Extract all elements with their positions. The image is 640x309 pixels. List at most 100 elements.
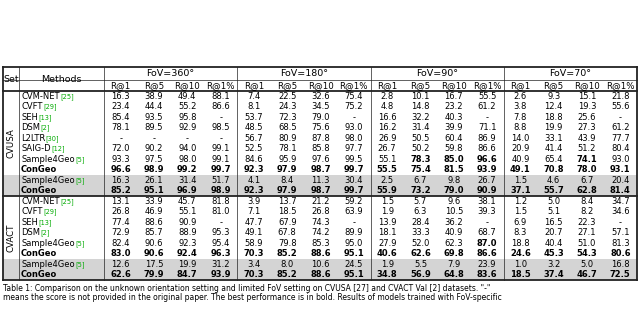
Text: 33.3: 33.3: [411, 228, 430, 237]
Text: 31.4: 31.4: [412, 123, 429, 132]
Text: 92.3: 92.3: [178, 239, 196, 248]
Text: 55.9: 55.9: [377, 186, 397, 195]
Text: 41.4: 41.4: [545, 144, 563, 153]
Text: [5]: [5]: [75, 156, 84, 163]
Text: R@1: R@1: [111, 81, 131, 90]
Text: Methods: Methods: [41, 74, 82, 83]
Text: 5.5: 5.5: [414, 260, 427, 269]
Text: 88.9: 88.9: [178, 228, 196, 237]
Text: 19.9: 19.9: [545, 123, 563, 132]
Text: 67.9: 67.9: [278, 218, 296, 227]
Text: 55.2: 55.2: [178, 102, 196, 111]
Text: 16.3: 16.3: [111, 176, 130, 185]
Text: 63.9: 63.9: [344, 207, 363, 216]
Text: 55.7: 55.7: [543, 186, 564, 195]
Text: -: -: [152, 134, 156, 143]
Text: 1.5: 1.5: [514, 207, 527, 216]
Text: 85.8: 85.8: [311, 144, 330, 153]
Text: 99.7: 99.7: [211, 165, 231, 174]
Text: 87.8: 87.8: [311, 134, 330, 143]
Text: 59.8: 59.8: [445, 144, 463, 153]
Text: 8.0: 8.0: [280, 260, 294, 269]
Text: 98.9: 98.9: [144, 165, 164, 174]
Text: [25]: [25]: [60, 93, 74, 99]
Text: 86.6: 86.6: [477, 249, 497, 258]
Text: 21.2: 21.2: [311, 197, 330, 206]
Text: 70.8: 70.8: [543, 165, 564, 174]
Text: 5.0: 5.0: [580, 260, 593, 269]
Text: 59.2: 59.2: [345, 197, 363, 206]
Text: 10.1: 10.1: [412, 92, 429, 101]
Text: 50.2: 50.2: [412, 144, 429, 153]
Text: 70.3: 70.3: [244, 270, 264, 279]
Text: [30]: [30]: [45, 135, 60, 142]
Text: 56.7: 56.7: [244, 134, 263, 143]
Text: 27.9: 27.9: [378, 239, 396, 248]
Text: R@1%: R@1%: [340, 81, 368, 90]
Text: 47.7: 47.7: [244, 218, 263, 227]
Text: 74.1: 74.1: [577, 155, 597, 164]
Text: 18.1: 18.1: [378, 228, 396, 237]
Text: 19.3: 19.3: [578, 102, 596, 111]
Text: 97.6: 97.6: [311, 155, 330, 164]
Text: R@1%: R@1%: [473, 81, 501, 90]
Text: 89.9: 89.9: [344, 228, 363, 237]
Text: 25.6: 25.6: [578, 113, 596, 122]
Text: 49.1: 49.1: [510, 165, 531, 174]
Text: R@1: R@1: [510, 81, 531, 90]
Text: 78.0: 78.0: [577, 165, 597, 174]
Text: 43.9: 43.9: [578, 134, 596, 143]
Text: 13.9: 13.9: [378, 218, 396, 227]
Text: 3.4: 3.4: [247, 260, 260, 269]
Text: 50.5: 50.5: [412, 134, 429, 143]
Text: 13.1: 13.1: [111, 197, 130, 206]
Text: 46.9: 46.9: [145, 207, 163, 216]
Text: R@10: R@10: [574, 81, 600, 90]
Text: -: -: [486, 113, 488, 122]
Text: 26.8: 26.8: [111, 207, 130, 216]
Text: 7.4: 7.4: [247, 92, 260, 101]
Text: Sample4Geo: Sample4Geo: [21, 176, 75, 185]
Text: 77.4: 77.4: [111, 218, 130, 227]
Text: 34.6: 34.6: [611, 207, 630, 216]
Text: 55.1: 55.1: [378, 155, 396, 164]
Text: 94.0: 94.0: [178, 144, 196, 153]
Text: 72.0: 72.0: [111, 144, 130, 153]
Text: 17.5: 17.5: [145, 260, 163, 269]
Text: 99.2: 99.2: [177, 165, 198, 174]
Text: 90.9: 90.9: [477, 186, 497, 195]
Text: [13]: [13]: [38, 219, 52, 226]
Text: 2.8: 2.8: [381, 92, 394, 101]
Text: 51.0: 51.0: [578, 239, 596, 248]
Bar: [3, 175, 637, 185]
Text: 1.2: 1.2: [514, 197, 527, 206]
Text: 3.9: 3.9: [247, 197, 260, 206]
Text: 1.5: 1.5: [381, 197, 394, 206]
Text: 95.8: 95.8: [178, 113, 196, 122]
Text: 60.4: 60.4: [445, 134, 463, 143]
Text: 83.6: 83.6: [477, 270, 497, 279]
Text: 16.7: 16.7: [444, 92, 463, 101]
Text: 16.5: 16.5: [545, 218, 563, 227]
Text: 40.3: 40.3: [445, 113, 463, 122]
Text: 9.8: 9.8: [447, 176, 460, 185]
Text: R@1%: R@1%: [206, 81, 235, 90]
Text: 95.9: 95.9: [278, 155, 296, 164]
Text: 4.6: 4.6: [547, 176, 561, 185]
Text: -: -: [219, 113, 222, 122]
Text: 61.2: 61.2: [478, 102, 497, 111]
Text: 26.7: 26.7: [378, 144, 396, 153]
Text: 8.3: 8.3: [514, 228, 527, 237]
Text: 10.5: 10.5: [445, 207, 463, 216]
Text: 85.2: 85.2: [110, 186, 131, 195]
Text: 90.2: 90.2: [145, 144, 163, 153]
Text: 56.9: 56.9: [410, 270, 431, 279]
Text: R@10: R@10: [308, 81, 333, 90]
Text: 26.8: 26.8: [311, 207, 330, 216]
Text: 5.0: 5.0: [547, 197, 560, 206]
Text: 83.0: 83.0: [111, 249, 131, 258]
Text: 90.6: 90.6: [143, 249, 164, 258]
Text: 84.7: 84.7: [177, 270, 198, 279]
Text: 49.4: 49.4: [178, 92, 196, 101]
Text: DSM: DSM: [21, 123, 40, 132]
